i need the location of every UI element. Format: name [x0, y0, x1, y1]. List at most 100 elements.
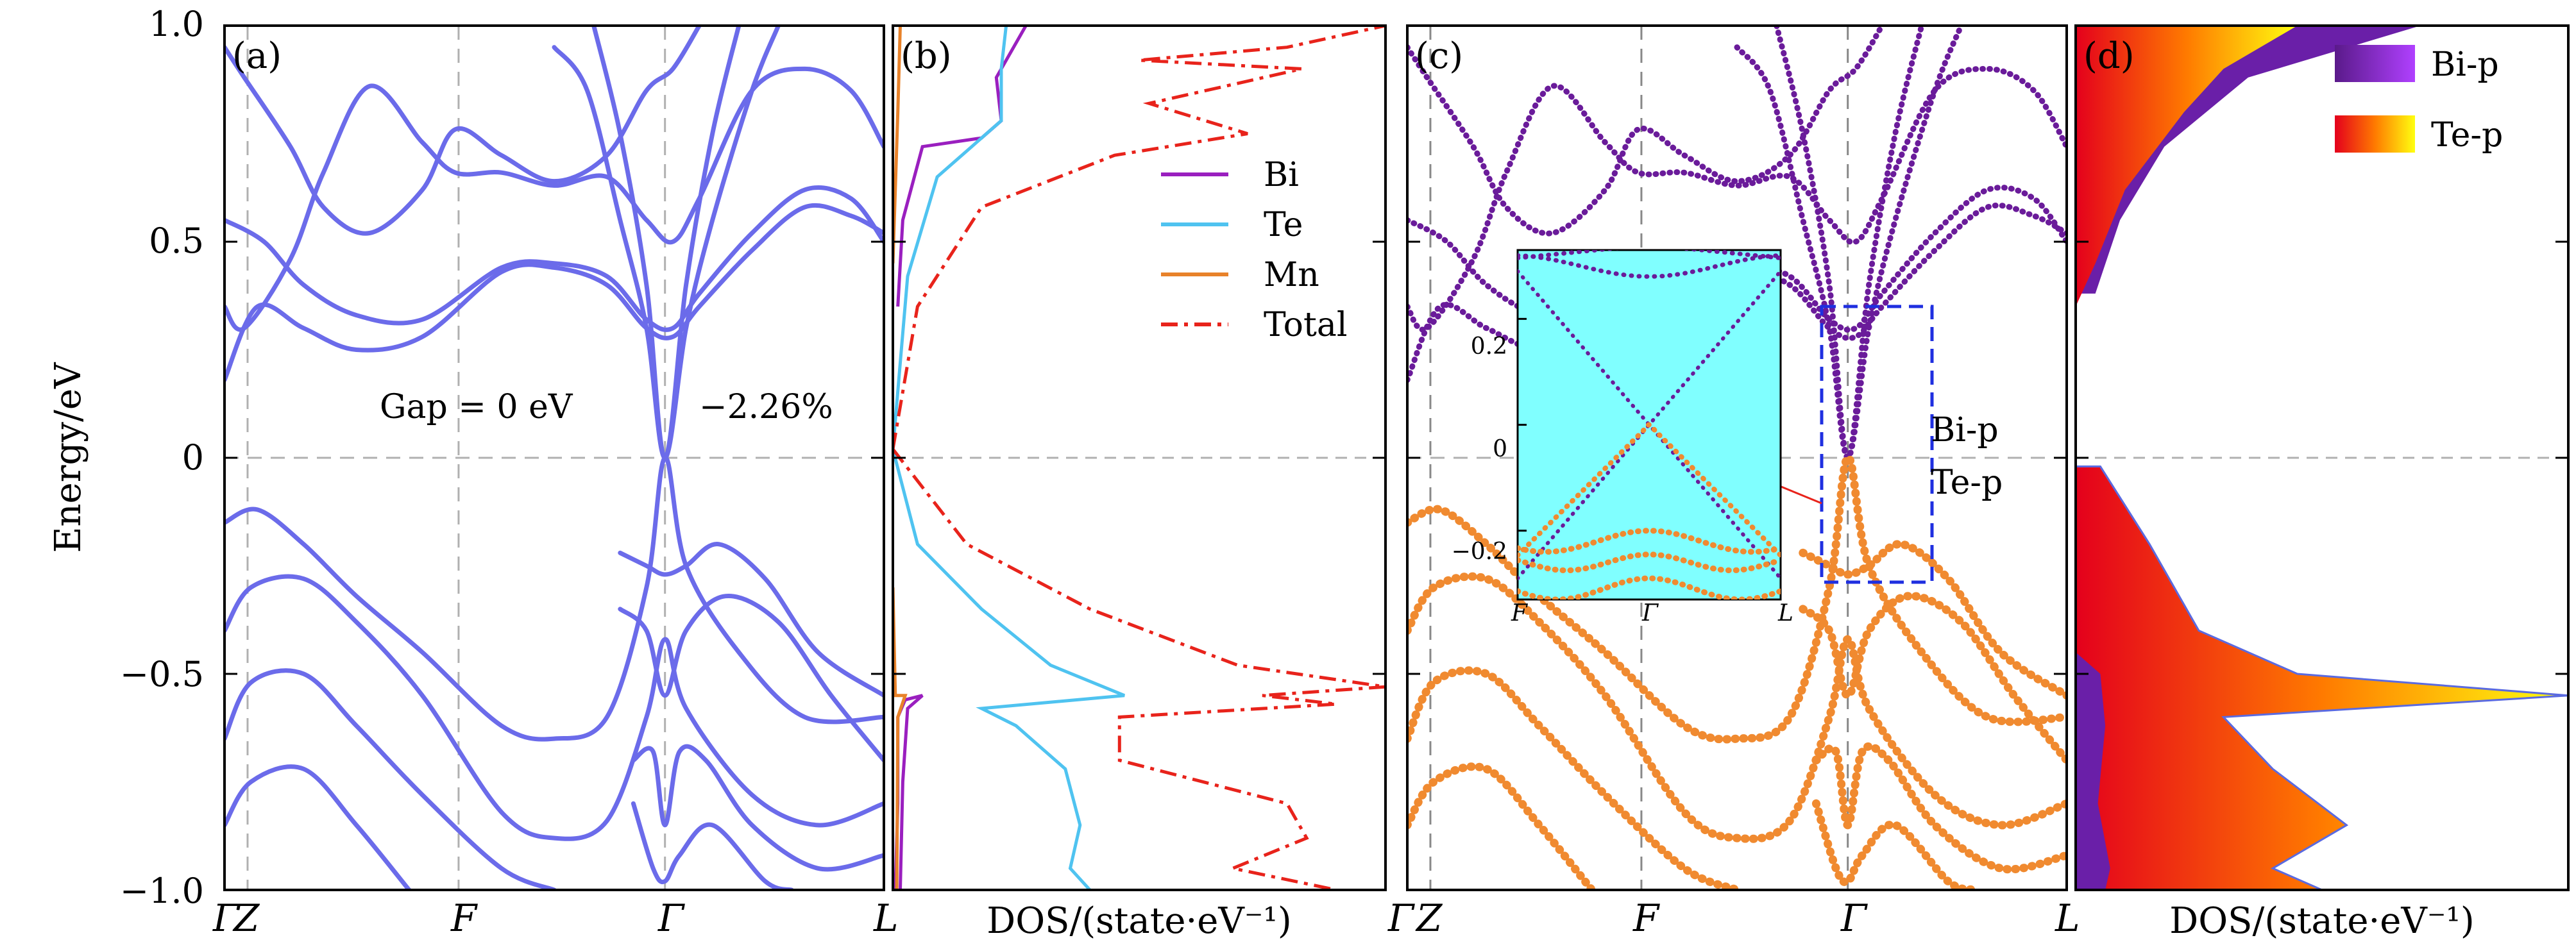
legend-label-bip: Bi-p	[2431, 46, 2499, 84]
panel-c-ticks	[1407, 24, 2067, 891]
dos-line-te	[893, 448, 1125, 890]
legend-label-tep: Te-p	[1931, 464, 2003, 502]
dos-line-total	[893, 26, 1385, 449]
bi-p-projected-band	[1407, 185, 2067, 333]
inset-bi-p-band	[1518, 250, 1781, 260]
band-line	[225, 574, 884, 841]
inset: 0.2 0 −0.2 F Γ L	[1452, 249, 1793, 626]
panel-b-x-axis-label: DOS/(state·eV⁻¹)	[987, 900, 1291, 942]
inset-bi-p-band	[1518, 253, 1781, 279]
band-line	[225, 26, 702, 236]
legend-label-bi: Bi	[1264, 156, 1299, 194]
inset-y-tick-label: 0.2	[1471, 333, 1507, 360]
dos-line-mn	[893, 26, 902, 264]
y-tick-label: −0.5	[120, 654, 204, 694]
te-p-projected-band	[1407, 666, 1741, 890]
kpoint-label-l: L	[873, 896, 899, 940]
band-line	[618, 542, 884, 698]
legend-swatch-tep	[2335, 115, 2415, 153]
kpoint-label-gamma: Γ	[1840, 896, 1868, 940]
inset-te-p-band	[1518, 551, 1781, 574]
inset-y-tick-label: −0.2	[1452, 539, 1507, 565]
inset-kpoint-label: Γ	[1641, 600, 1659, 626]
inset-kpoint-label: F	[1511, 600, 1529, 626]
dos-line-mn	[893, 587, 908, 890]
legend-label-total: Total	[1264, 306, 1347, 344]
panel-a-guides	[225, 26, 884, 890]
panel-a-ticks	[225, 24, 884, 891]
te-p-projected-band	[1811, 742, 2067, 874]
kpoint-label-z: Z	[232, 896, 260, 940]
inset-te-p-band	[1518, 575, 1781, 599]
te-p-dos-area	[2076, 465, 2568, 890]
dos-line-te	[893, 26, 1008, 449]
panel-d: (d) Bi-p Te-p DOS/(state·eV⁻¹)	[2074, 24, 2570, 942]
band-line	[631, 744, 884, 872]
y-tick-labels: 1.0 0.5 0 −0.5 −1.0	[120, 4, 204, 911]
y-tick-label: −1.0	[120, 871, 204, 911]
zoom-box	[1820, 305, 1934, 584]
kpoint-label-z: Z	[1415, 896, 1443, 940]
panel-b: (b) Bi Te Mn Total DOS/(state·eV⁻¹)	[892, 24, 1387, 942]
kpoint-label-f: F	[1632, 896, 1660, 940]
bi-p-dos-area	[2076, 652, 2110, 890]
inset-te-p-band	[1518, 528, 1781, 555]
panel-c-bands	[1407, 26, 2067, 890]
panel-c-letter: (c)	[1415, 35, 1463, 77]
kpoint-label-f: F	[450, 896, 478, 940]
legend-label-mn: Mn	[1264, 256, 1319, 294]
legend-label-te: Te	[1264, 206, 1303, 244]
kpoint-label-l: L	[2055, 896, 2080, 940]
panel-b-letter: (b)	[901, 35, 952, 77]
te-p-projected-band	[1407, 762, 1597, 890]
panel-d-letter: (d)	[2083, 35, 2135, 77]
band-line	[225, 66, 884, 332]
inset-ticks	[1518, 317, 1527, 532]
inset-kpoint-label: L	[1777, 600, 1793, 626]
panel-d-ticks	[2076, 24, 2568, 891]
bi-p-projected-band	[1407, 26, 1885, 237]
panel-a-bands	[225, 26, 884, 890]
y-tick-label: 0.5	[149, 221, 204, 261]
te-p-dos-area	[2076, 26, 2298, 307]
panel-a-letter: (a)	[232, 35, 282, 77]
te-p-projected-band	[1799, 540, 2067, 700]
panel-d-x-axis-label: DOS/(state·eV⁻¹)	[2169, 900, 2474, 942]
te-p-projected-band	[1407, 572, 2067, 843]
kpoint-label-gamma: Γ	[212, 896, 240, 940]
bi-p-projected-band	[1407, 65, 2067, 333]
y-axis-label: Energy/eV	[47, 362, 89, 553]
panel-b-frame	[892, 24, 1387, 891]
dos-line-total	[893, 448, 1385, 890]
dos-line-bi	[894, 694, 924, 890]
band-line	[225, 203, 884, 383]
panel-d-legend: Bi-p Te-p	[2335, 45, 2503, 155]
legend-label-bip: Bi-p	[1931, 411, 1999, 449]
band-line	[225, 764, 412, 890]
panel-b-legend: Bi Te Mn Total	[1161, 156, 1347, 344]
panel-d-dos	[2076, 26, 2568, 890]
strain-annotation: −2.26%	[699, 388, 833, 426]
kpoint-label-gamma: Γ	[657, 896, 685, 940]
band-line	[225, 455, 884, 742]
y-tick-label: 0	[182, 437, 204, 478]
legend-label-tep: Te-p	[2431, 116, 2503, 155]
panel-b-dos	[893, 26, 1385, 890]
panel-a: (a) Gap = 0 eV −2.26% Γ Z F Γ L	[212, 24, 899, 940]
inset-y-tick-label: 0	[1493, 436, 1507, 462]
te-p-projected-band	[1811, 799, 1979, 890]
kpoint-label-gamma: Γ	[1387, 896, 1415, 940]
te-p-projected-band	[1799, 592, 2067, 765]
legend-swatch-bip	[2335, 45, 2415, 82]
band-line	[225, 668, 557, 890]
y-tick-label: 1.0	[149, 4, 204, 44]
band-line	[618, 594, 884, 763]
band-line	[631, 801, 794, 890]
band-line	[225, 185, 884, 332]
inset-bands	[1518, 250, 1781, 599]
panel-c: (c) 0.2 0 −0.2 F Γ L Bi-p Te-p Γ Z F Γ L	[1387, 24, 2080, 940]
inset-te-p-band	[1518, 422, 1781, 558]
panel-b-ticks	[893, 24, 1385, 891]
gap-annotation: Gap = 0 eV	[380, 388, 573, 426]
